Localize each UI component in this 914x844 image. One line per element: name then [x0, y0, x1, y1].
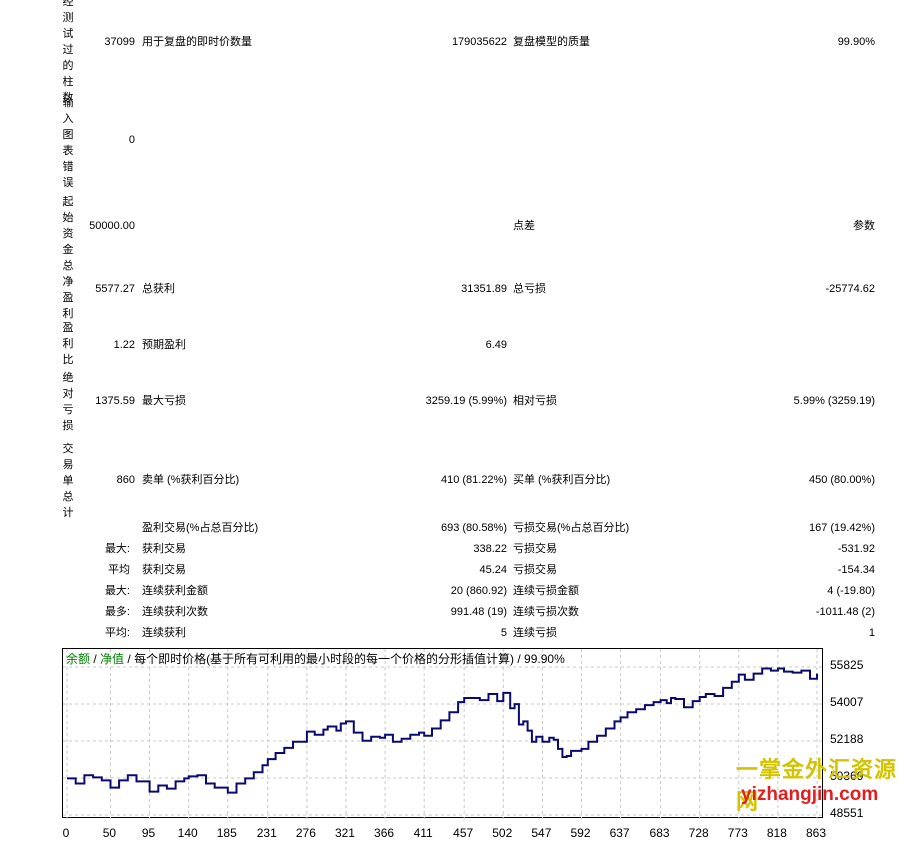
- value: 338.22: [473, 543, 507, 555]
- x-tick-label: 457: [453, 826, 474, 840]
- x-tick-label: 683: [649, 826, 670, 840]
- value: -1011.48 (2): [815, 606, 875, 618]
- legend-equity: 净值: [100, 652, 125, 666]
- x-tick-label: 366: [374, 826, 395, 840]
- value: 99.90%: [837, 36, 875, 48]
- prefix: 平均: [108, 564, 130, 576]
- value: 31351.89: [461, 283, 507, 295]
- chart-header: 余额 / 净值 / 每个即时价格(基于所有可利用的最小时段的每一个价格的分形插值…: [66, 651, 565, 667]
- x-tick-label: 276: [295, 826, 316, 840]
- x-tick-label: 728: [688, 826, 709, 840]
- x-tick-label: 773: [727, 826, 748, 840]
- label: 亏损交易: [513, 564, 557, 576]
- x-tick-label: 50: [102, 826, 117, 840]
- y-tick-label: 50369: [830, 769, 864, 783]
- label: 卖单 (%获利百分比): [142, 474, 240, 486]
- x-tick-label: 95: [141, 826, 156, 840]
- value: 6.49: [485, 339, 507, 351]
- value: 693 (80.58%): [440, 522, 507, 534]
- value: 1: [868, 627, 875, 639]
- label: 盈利交易(%占总百分比): [142, 522, 259, 534]
- x-tick-label: 0: [62, 826, 70, 840]
- equity-chart: [62, 648, 824, 819]
- prefix: 平均:: [104, 627, 130, 639]
- value: -154.34: [837, 564, 875, 576]
- value: 167 (19.42%): [808, 522, 875, 534]
- value: 0: [128, 134, 135, 146]
- vlabel-deposit: 起始资金: [62, 196, 74, 256]
- label: 点差: [513, 220, 535, 232]
- legend-balance: 余额: [66, 652, 91, 666]
- label: 获利交易: [142, 543, 186, 555]
- value: 50000.00: [89, 220, 135, 232]
- label: 连续亏损次数: [513, 606, 579, 618]
- value: 1.22: [113, 339, 135, 351]
- value: 37099: [104, 36, 135, 48]
- value: 3259.19 (5.99%): [425, 395, 507, 407]
- chart-plot-area: [63, 649, 824, 819]
- value: 5.99% (3259.19): [793, 395, 875, 407]
- y-tick-label: 55825: [830, 658, 864, 672]
- label: 最大亏损: [142, 395, 186, 407]
- x-tick-label: 321: [334, 826, 355, 840]
- label: 总获利: [142, 283, 175, 295]
- vlabel-net: 总净盈利: [62, 260, 74, 320]
- value: 410 (81.22%): [440, 474, 507, 486]
- value: 179035622: [451, 36, 507, 48]
- x-tick-label: 502: [492, 826, 513, 840]
- x-tick-label: 547: [531, 826, 552, 840]
- vlabel-errors: 输入图表错误: [62, 97, 74, 189]
- prefix: 最大:: [104, 543, 130, 555]
- value: 5577.27: [95, 283, 135, 295]
- label: 参数: [853, 220, 875, 232]
- label: 买单 (%获利百分比): [513, 474, 611, 486]
- label: 总亏损: [513, 283, 546, 295]
- value: 860: [116, 474, 135, 486]
- label: 复盘模型的质量: [513, 36, 590, 48]
- label: 连续亏损: [513, 627, 557, 639]
- watermark-text: 一掌金外汇资源网: [736, 757, 898, 814]
- x-tick-label: 140: [177, 826, 198, 840]
- label: 连续获利: [142, 627, 186, 639]
- x-tick-label: 185: [216, 826, 237, 840]
- y-tick-label: 54007: [830, 694, 864, 709]
- label: 获利交易: [142, 564, 186, 576]
- vlabel-trades: 交易单总计: [62, 443, 74, 519]
- x-tick-label: 592: [570, 826, 591, 840]
- label: 连续获利金额: [142, 585, 208, 597]
- vlabel-dd: 绝对亏损: [62, 372, 74, 432]
- legend-separator: /: [90, 652, 101, 666]
- x-tick-label: 231: [256, 826, 277, 840]
- value: 1375.59: [95, 395, 135, 407]
- chart-description: 每个即时价格(基于所有可利用的最小时段的每一个价格的分形插值计算) / 99.9…: [134, 652, 565, 666]
- x-tick-label: 863: [805, 826, 827, 840]
- label: 连续亏损金额: [513, 585, 579, 597]
- y-tick-label: 48551: [830, 806, 864, 820]
- y-tick-label: 52188: [830, 732, 864, 746]
- vlabel-pf: 盈利比: [62, 322, 74, 366]
- label: 预期盈利: [142, 339, 186, 351]
- prefix: 最大:: [104, 585, 130, 597]
- value: -531.92: [837, 543, 875, 555]
- value: 991.48 (19): [450, 606, 507, 618]
- balance-line: [67, 667, 818, 794]
- value: 45.24: [479, 564, 507, 576]
- vlabel-bars: 经测试过的柱数: [62, 0, 74, 104]
- value: 450 (80.00%): [808, 474, 875, 486]
- label: 连续获利次数: [142, 606, 208, 618]
- value: 20 (860.92): [450, 585, 507, 597]
- legend-separator: /: [124, 652, 135, 666]
- prefix: 最多:: [104, 606, 130, 618]
- label: 亏损交易(%占总百分比): [513, 522, 630, 534]
- value: 5: [500, 627, 507, 639]
- label: 亏损交易: [513, 543, 557, 555]
- x-tick-label: 818: [766, 826, 787, 840]
- label: 相对亏损: [513, 395, 557, 407]
- watermark-url: yizhangjin.com: [741, 784, 879, 805]
- x-tick-label: 411: [413, 826, 433, 840]
- label: 用于复盘的即时价数量: [142, 36, 252, 48]
- value: -25774.62: [825, 283, 875, 295]
- x-tick-label: 637: [609, 826, 630, 840]
- value: 4 (-19.80): [827, 585, 875, 597]
